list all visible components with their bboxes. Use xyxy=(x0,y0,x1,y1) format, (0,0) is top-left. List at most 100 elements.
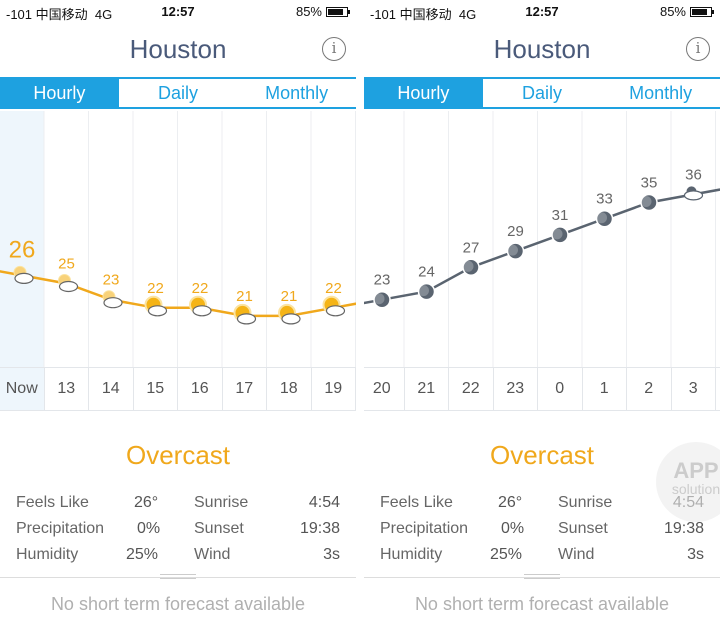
hour-label[interactable]: 2 xyxy=(627,368,672,410)
humidity-value: 25% xyxy=(490,546,523,563)
temperature-label: 25 xyxy=(58,256,75,273)
battery-icon xyxy=(326,6,350,17)
now-highlight xyxy=(0,111,44,411)
info-icon[interactable]: i xyxy=(322,37,346,61)
hour-label[interactable]: 3 xyxy=(672,368,716,410)
temperature-label: 23 xyxy=(374,272,391,289)
moon-icon xyxy=(462,258,480,277)
temperature-label: 35 xyxy=(641,175,658,192)
feels-like-value: 26° xyxy=(498,494,523,511)
sunrise-label: Sunrise xyxy=(194,494,249,511)
drag-handle[interactable] xyxy=(160,574,196,579)
hour-label[interactable]: Now xyxy=(0,368,45,410)
hour-label[interactable]: 15 xyxy=(134,368,178,410)
wind-value: 3s xyxy=(323,546,340,563)
hourly-temperature-chart[interactable]: 26 25 23 22 22 21 21 22 xyxy=(0,111,356,411)
short-term-forecast-message: No short term forecast available xyxy=(414,594,670,614)
hour-label[interactable]: 23 xyxy=(494,368,538,410)
tab-monthly[interactable]: Monthly xyxy=(265,83,329,103)
info-icon[interactable]: i xyxy=(686,37,710,61)
hour-label[interactable]: 16 xyxy=(178,368,223,410)
weather-screen-day: -101 中国移动 4G 12:57 85% Houston i Hourly … xyxy=(0,0,356,632)
condition: Overcast xyxy=(125,440,231,470)
temperature-label: 21 xyxy=(281,288,298,305)
partly-cloudy-icon xyxy=(102,290,123,309)
humidity-value: 25% xyxy=(126,546,159,563)
watermark-app: APP xyxy=(673,458,719,483)
feels-like-label: Feels Like xyxy=(380,494,453,511)
chart-canvas: 26 25 23 22 22 21 21 22 xyxy=(0,111,356,411)
humidity-label: Humidity xyxy=(380,546,443,563)
partly-cloudy-icon xyxy=(58,274,79,293)
divider xyxy=(0,577,356,578)
city-title: Houston xyxy=(129,34,227,64)
humidity-label: Humidity xyxy=(16,546,79,563)
hour-label[interactable]: 20 xyxy=(364,368,405,410)
tab-monthly[interactable]: Monthly xyxy=(629,83,693,103)
clock: 12:57 xyxy=(525,4,559,19)
battery-percent: 85% xyxy=(659,4,686,19)
temperature-label: 31 xyxy=(552,207,569,224)
temperature-line xyxy=(0,270,356,318)
drag-handle[interactable] xyxy=(524,574,560,579)
precipitation-value: 0% xyxy=(137,520,161,537)
temperature-label: 36 xyxy=(685,166,702,183)
condition: Overcast xyxy=(489,440,595,470)
wind-label: Wind xyxy=(194,546,231,563)
temperature-label: 22 xyxy=(147,280,164,297)
temperature-label: 22 xyxy=(325,280,342,297)
network: 4G xyxy=(458,7,477,22)
hour-label[interactable]: 13 xyxy=(45,368,89,410)
short-term-forecast-message: No short term forecast available xyxy=(50,594,306,614)
status-bar: -101 中国移动 4G 12:57 85% xyxy=(364,0,720,22)
sunset-value: 19:38 xyxy=(663,520,704,537)
weather-screen-night: -101 中国移动 4G 12:57 85% Houston i Hourly … xyxy=(364,0,720,632)
temperature-label: 24 xyxy=(418,264,435,281)
hour-label[interactable]: 0 xyxy=(538,368,583,410)
wind-label: Wind xyxy=(558,546,595,563)
feels-like-value: 26° xyxy=(134,494,159,511)
hour-label[interactable]: 14 xyxy=(89,368,134,410)
hourly-temperature-chart[interactable]: 23 24 27 29 31 33 35 36 xyxy=(364,111,720,411)
moon-cloud-icon xyxy=(683,186,704,201)
battery-icon xyxy=(690,6,714,17)
temperature-label: 22 xyxy=(192,280,209,297)
tab-daily[interactable]: Daily xyxy=(522,83,563,103)
network: 4G xyxy=(94,7,113,22)
moon-icon xyxy=(595,209,614,228)
temperature-label: 26 xyxy=(9,236,36,263)
sunset-value: 19:38 xyxy=(299,520,340,537)
hour-label[interactable]: 21 xyxy=(405,368,449,410)
sunset-label: Sunset xyxy=(194,520,244,537)
chart-canvas: 23 24 27 29 31 33 35 36 xyxy=(364,111,720,367)
carrier: -101 中国移动 xyxy=(6,7,88,22)
city-title: Houston xyxy=(493,34,591,64)
tab-hourly[interactable]: Hourly xyxy=(364,79,483,107)
hour-label[interactable]: 19 xyxy=(312,368,356,410)
precipitation-label: Precipitation xyxy=(16,520,105,537)
status-bar: -101 中国移动 4G 12:57 85% xyxy=(0,0,356,22)
moon-icon xyxy=(417,282,436,301)
sun-cloud-icon xyxy=(189,295,212,317)
moon-icon xyxy=(373,290,391,309)
sun-cloud-icon xyxy=(233,303,257,325)
watermark-solution: solution xyxy=(671,481,720,497)
hour-label[interactable]: 22 xyxy=(449,368,494,410)
view-tabs: Hourly Daily Monthly xyxy=(364,77,720,109)
tab-daily[interactable]: Daily xyxy=(158,83,199,103)
temperature-label: 21 xyxy=(236,288,253,305)
temperature-label: 29 xyxy=(507,223,524,240)
watermark-logo: APP solution xyxy=(656,442,720,522)
hour-labels: 20 21 22 23 0 1 2 3 xyxy=(364,367,720,411)
sunset-label: Sunset xyxy=(558,520,608,537)
precipitation-value: 0% xyxy=(501,520,525,537)
hour-label[interactable]: 17 xyxy=(223,368,267,410)
feels-like-label: Feels Like xyxy=(16,494,89,511)
tab-hourly[interactable]: Hourly xyxy=(0,79,119,107)
sunrise-value: 4:54 xyxy=(308,494,340,511)
moon-icon xyxy=(506,242,525,260)
moon-icon xyxy=(640,193,658,212)
hour-label[interactable]: 18 xyxy=(267,368,312,410)
divider xyxy=(364,577,720,578)
hour-label[interactable]: 1 xyxy=(583,368,627,410)
